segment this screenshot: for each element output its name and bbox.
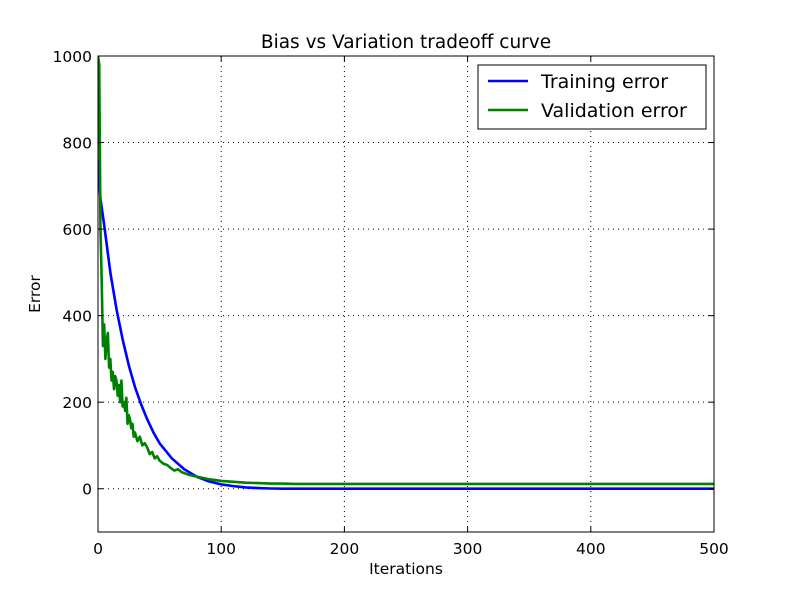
legend-label-training: Training error [540,71,668,93]
legend-label-validation: Validation error [541,100,687,122]
x-tick-label: 300 [453,540,483,558]
y-axis-label: Error [26,274,44,312]
y-tick-label: 1000 [53,48,92,66]
y-tick-label: 800 [62,135,92,153]
y-tick-label: 0 [82,481,92,499]
validation-error-line [98,56,714,486]
series-layer [98,56,714,491]
x-axis-label: Iterations [369,560,443,578]
x-tick-label: 100 [206,540,236,558]
axis-ticks [97,55,715,532]
y-tick-label: 400 [62,308,92,326]
axis-tick-labels: 0 100 200 300 400 500 0 200 400 600 800 1000 [53,48,729,558]
y-tick-label: 200 [62,394,92,412]
x-tick-label: 400 [576,540,606,558]
legend: Training error Validation error [477,64,707,130]
x-tick-label: 0 [93,540,103,558]
x-tick-label: 200 [330,540,360,558]
plot-frame [97,55,715,533]
legend-box [477,64,707,130]
x-tick-label: 500 [699,540,729,558]
y-tick-label: 600 [62,221,92,239]
chart-title: Bias vs Variation tradeoff curve [261,32,551,53]
training-error-line [98,159,714,491]
